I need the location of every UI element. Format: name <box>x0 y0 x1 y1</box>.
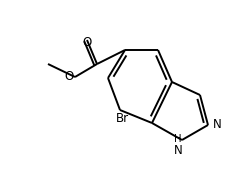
Text: O: O <box>65 69 74 82</box>
Text: O: O <box>82 36 92 49</box>
Text: N: N <box>213 119 222 132</box>
Text: Br: Br <box>115 112 129 125</box>
Text: H: H <box>174 134 182 144</box>
Text: N: N <box>174 144 182 157</box>
